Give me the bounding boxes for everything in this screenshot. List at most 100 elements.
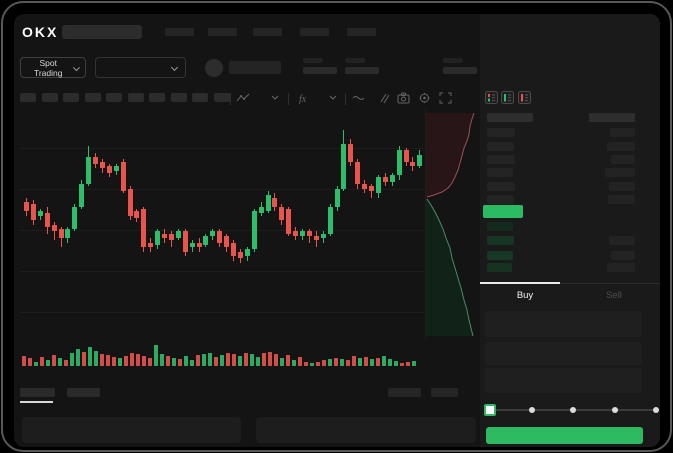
ask-row[interactable]: [480, 195, 660, 205]
book-combined-icon[interactable]: [485, 91, 498, 104]
nav-item-skeleton[interactable]: [165, 28, 194, 36]
volume-bar: [364, 357, 368, 366]
ask-row[interactable]: [480, 168, 660, 178]
volume-bar: [334, 358, 338, 366]
interval-button-skeleton[interactable]: [127, 93, 144, 102]
total-input-skeleton[interactable]: [485, 368, 642, 393]
candle-body: [389, 175, 395, 182]
order-history-tab[interactable]: [67, 388, 100, 397]
interval-button-skeleton[interactable]: [170, 93, 187, 102]
volume-bar: [298, 357, 302, 366]
slider-stop-dot[interactable]: [653, 407, 659, 413]
slider-handle[interactable]: [484, 404, 496, 416]
interval-button-skeleton[interactable]: [106, 93, 122, 102]
bid-row[interactable]: [480, 236, 660, 246]
camera-icon[interactable]: [397, 92, 410, 104]
volume-bar: [346, 360, 350, 366]
volume-bar: [340, 359, 344, 366]
volume-bar: [250, 354, 254, 366]
gridline: [20, 189, 425, 190]
interval-button-skeleton[interactable]: [84, 93, 101, 102]
nav-item-skeleton[interactable]: [208, 28, 237, 36]
ask-row[interactable]: [480, 142, 660, 152]
volume-bar: [280, 358, 284, 366]
volume-bar: [172, 358, 176, 366]
stat-value-skeleton: [303, 67, 337, 74]
candle-body: [37, 211, 43, 216]
fullscreen-icon[interactable]: [439, 92, 452, 104]
pair-selector-dropdown[interactable]: [95, 57, 186, 78]
order-book-panel: Buy Sell: [480, 14, 660, 447]
volume-bar: [70, 353, 74, 366]
ask-row[interactable]: [480, 155, 660, 165]
volume-bar: [268, 352, 272, 366]
volume-bar: [100, 354, 104, 366]
volume-bar: [40, 357, 44, 366]
buy-tab[interactable]: Buy: [516, 290, 534, 301]
interval-button-skeleton[interactable]: [20, 93, 36, 102]
interval-button-skeleton[interactable]: [63, 93, 79, 102]
orders-filter-skeleton[interactable]: [388, 388, 421, 397]
bid-row[interactable]: [480, 263, 660, 273]
spot-trading-dropdown[interactable]: Spot Trading: [20, 57, 86, 78]
buy-submit-button[interactable]: [486, 427, 643, 444]
chevron-down-icon: [73, 63, 81, 71]
orders-filter-skeleton[interactable]: [431, 388, 458, 397]
bid-amount-skeleton: [607, 263, 635, 272]
book-bids-icon[interactable]: [501, 91, 514, 104]
volume-bar: [256, 357, 260, 366]
volume-bar: [238, 356, 242, 366]
book-asks-icon[interactable]: [518, 91, 531, 104]
chart-type-chevron-icon[interactable]: [270, 92, 280, 104]
slider-stop-dot[interactable]: [528, 407, 535, 413]
last-price-bar[interactable]: [483, 205, 523, 218]
volume-bar: [82, 352, 86, 366]
indicators-fx-icon[interactable]: fx: [298, 92, 314, 104]
volume-bar: [166, 356, 170, 366]
volume-bar: [220, 355, 224, 366]
candle-body: [86, 157, 92, 184]
slider-stop-dot[interactable]: [611, 407, 618, 413]
volume-bar: [136, 354, 140, 366]
bid-amount-skeleton: [611, 251, 635, 260]
interval-button-skeleton[interactable]: [192, 93, 208, 102]
candlestick-chart[interactable]: [20, 110, 425, 338]
chart-type-icon[interactable]: [236, 92, 252, 104]
candle-body: [306, 231, 312, 236]
nav-item-skeleton[interactable]: [300, 28, 329, 36]
search-bar[interactable]: [62, 25, 142, 39]
interval-button-skeleton[interactable]: [149, 93, 165, 102]
price-input-skeleton[interactable]: [485, 311, 642, 337]
interval-button-skeleton[interactable]: [213, 93, 230, 102]
line-style-icon[interactable]: [352, 92, 366, 104]
candle-body: [217, 231, 223, 243]
amount-input-skeleton[interactable]: [485, 342, 642, 365]
sell-tab[interactable]: Sell: [606, 290, 622, 301]
volume-bar: [160, 354, 164, 366]
volume-bar: [274, 354, 278, 366]
nav-item-skeleton[interactable]: [347, 28, 376, 36]
indicators-chevron-icon[interactable]: [328, 92, 338, 104]
volume-bar: [262, 353, 266, 366]
nav-item-skeleton[interactable]: [253, 28, 282, 36]
gridline: [20, 271, 425, 272]
open-orders-tab[interactable]: [20, 388, 55, 397]
settings-icon[interactable]: [418, 92, 431, 104]
stat-value-skeleton: [345, 67, 379, 74]
volume-bar: [352, 356, 356, 366]
amount-slider[interactable]: [484, 404, 659, 416]
bid-row[interactable]: [480, 251, 660, 261]
candle-body: [369, 186, 374, 191]
volume-bar: [94, 351, 98, 366]
bid-row[interactable]: [480, 222, 660, 232]
candle-body: [182, 231, 188, 252]
volume-bar: [226, 353, 230, 366]
slider-stop-dot[interactable]: [570, 407, 576, 413]
compare-icon[interactable]: [378, 92, 391, 104]
ask-row[interactable]: [480, 128, 660, 138]
candle-body: [148, 242, 154, 247]
interval-button-skeleton[interactable]: [41, 93, 58, 102]
price-column-header-skeleton: [487, 113, 533, 122]
ask-row[interactable]: [480, 182, 660, 192]
okx-logo[interactable]: OKX: [22, 24, 59, 40]
